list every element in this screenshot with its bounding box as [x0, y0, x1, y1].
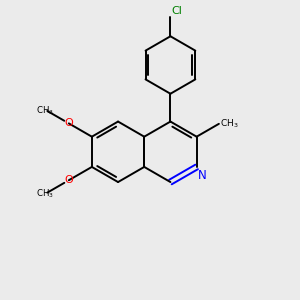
- Text: CH$_3$: CH$_3$: [220, 118, 239, 130]
- Text: O: O: [64, 175, 73, 185]
- Text: N: N: [198, 169, 207, 182]
- Text: CH$_3$: CH$_3$: [36, 187, 54, 200]
- Text: CH$_3$: CH$_3$: [36, 104, 54, 116]
- Text: Cl: Cl: [171, 6, 182, 16]
- Text: O: O: [64, 118, 73, 128]
